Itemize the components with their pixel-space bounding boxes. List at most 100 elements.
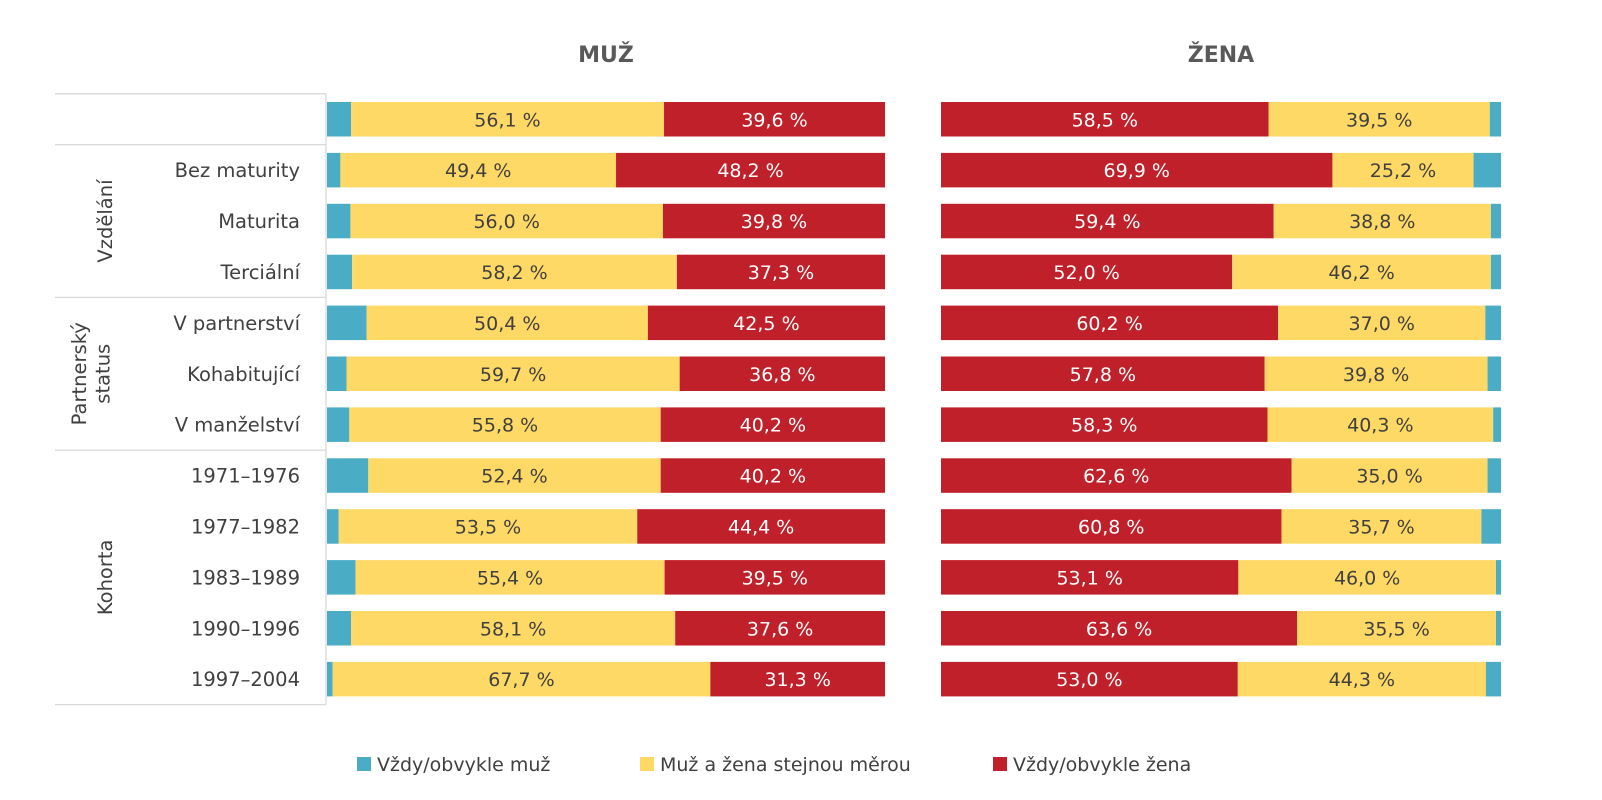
bar-segment-oba [368, 458, 661, 493]
legend-label-zena: Vždy/obvykle žena [1013, 754, 1191, 776]
data-label-oba: 46,2 % [1328, 262, 1394, 284]
bar-segment-muz [327, 356, 347, 391]
bar-segment-zena [941, 102, 1269, 137]
bar-segment-oba [350, 203, 663, 239]
data-label-oba: 59,7 % [480, 364, 546, 386]
data-label-oba: 50,4 % [474, 313, 540, 335]
bar-segment-muz [1495, 560, 1501, 595]
data-label-zena: 52,0 % [1053, 262, 1119, 284]
bar-segment-muz [327, 152, 341, 188]
data-label-oba: 52,4 % [481, 466, 547, 488]
bar-segment-oba [340, 152, 617, 188]
bar-segment-muz [1493, 407, 1501, 442]
bar-segment-zena [660, 407, 885, 442]
data-label-zena: 62,6 % [1083, 466, 1149, 488]
data-label-oba: 39,8 % [1343, 364, 1409, 386]
bar-segment-oba [1268, 102, 1490, 137]
group-label-partnersky-status: Partnerskýstatus [68, 322, 114, 425]
bar-segment-zena [664, 102, 885, 137]
data-label-oba: 67,7 % [488, 669, 554, 691]
data-label-zena: 37,6 % [747, 618, 813, 640]
data-label-oba: 40,3 % [1347, 415, 1413, 437]
bar-segment-oba [355, 560, 665, 595]
bar-segment-zena [941, 203, 1274, 239]
data-label-oba: 46,0 % [1334, 567, 1400, 589]
bar-segment-zena [647, 305, 885, 341]
group-label-line: Partnerský [68, 322, 91, 425]
data-label-zena: 60,8 % [1078, 516, 1144, 538]
legend-label-muz: Vždy/obvykle muž [377, 754, 550, 776]
bar-segment-muz [1490, 203, 1501, 239]
data-label-zena: 63,6 % [1086, 618, 1152, 640]
row-label: 1971–1976 [191, 465, 300, 488]
panel-title-zena: ŽENA [1188, 42, 1254, 68]
bar-segment-muz [1485, 661, 1501, 697]
data-label-zena: 60,2 % [1076, 313, 1142, 335]
bar-segment-zena [941, 254, 1233, 290]
bar-segment-oba [1278, 305, 1486, 341]
bar-segment-oba [346, 356, 680, 391]
data-label-zena: 69,9 % [1104, 160, 1170, 182]
data-label-zena: 36,8 % [749, 364, 815, 386]
bar-segment-muz [1490, 254, 1501, 290]
row-label: 1977–1982 [191, 515, 300, 538]
bar-segment-zena [679, 356, 885, 391]
data-label-zena: 57,8 % [1070, 364, 1136, 386]
bar-segment-zena [662, 203, 885, 239]
group-label: Vzdělání [94, 179, 117, 263]
data-label-oba: 56,0 % [473, 211, 539, 233]
bar-segment-zena [941, 661, 1238, 697]
group-label: Kohorta [94, 540, 117, 616]
bar-segment-muz [327, 509, 339, 544]
data-label-zena: 53,0 % [1056, 669, 1122, 691]
data-label-zena: 37,3 % [748, 262, 814, 284]
data-label-zena: 42,5 % [733, 313, 799, 335]
bar-segment-muz [327, 407, 350, 442]
bar-segment-oba [1273, 203, 1491, 239]
bar-segment-zena [616, 152, 885, 188]
row-label: Terciální [220, 261, 301, 284]
bar-segment-muz [1473, 152, 1501, 188]
bar-segment-oba [338, 509, 638, 544]
bar-segment-oba [350, 611, 676, 646]
legend-label-oba: Muž a žena stejnou měrou [660, 754, 911, 776]
bar-segment-muz [327, 458, 369, 493]
bar-segment-oba [1232, 254, 1491, 290]
data-label-oba: 58,1 % [480, 618, 546, 640]
row-label: Maturita [218, 210, 300, 233]
data-label-oba: 49,4 % [445, 160, 511, 182]
data-label-oba: 25,2 % [1370, 160, 1436, 182]
bar-segment-muz [1487, 356, 1501, 391]
data-label-zena: 44,4 % [728, 516, 794, 538]
bar-segment-oba [349, 407, 661, 442]
bar-segment-zena [941, 305, 1279, 341]
bar-segment-zena [675, 611, 885, 646]
row-label: Kohabitující [187, 363, 300, 386]
bar-segment-muz [327, 661, 333, 697]
bar-segment-muz [1485, 305, 1501, 341]
bar-segment-muz [1495, 611, 1501, 646]
row-label: V partnerství [173, 312, 300, 335]
data-label-zena: 53,1 % [1056, 567, 1122, 589]
bar-segment-oba [1291, 458, 1488, 493]
bar-segment-zena [660, 458, 885, 493]
data-label-zena: 31,3 % [764, 669, 830, 691]
data-label-zena: 40,2 % [740, 466, 806, 488]
panel-title-muz: MUŽ [578, 42, 634, 68]
bar-segment-oba [1297, 611, 1496, 646]
bar-segment-zena [710, 661, 885, 697]
bar-segment-oba [1238, 560, 1496, 595]
bar-segment-muz [1489, 102, 1501, 137]
data-label-zena: 59,4 % [1074, 211, 1140, 233]
bar-segment-oba [1332, 152, 1474, 188]
bar-segment-zena [941, 152, 1333, 188]
data-label-oba: 56,1 % [474, 109, 540, 131]
bar-segment-muz [327, 254, 353, 290]
data-label-oba: 44,3 % [1329, 669, 1395, 691]
data-label-zena: 39,5 % [742, 567, 808, 589]
data-label-zena: 58,5 % [1072, 109, 1138, 131]
data-label-oba: 35,0 % [1356, 466, 1422, 488]
row-label: 1997–2004 [191, 668, 300, 691]
bar-segment-oba [1237, 661, 1486, 697]
